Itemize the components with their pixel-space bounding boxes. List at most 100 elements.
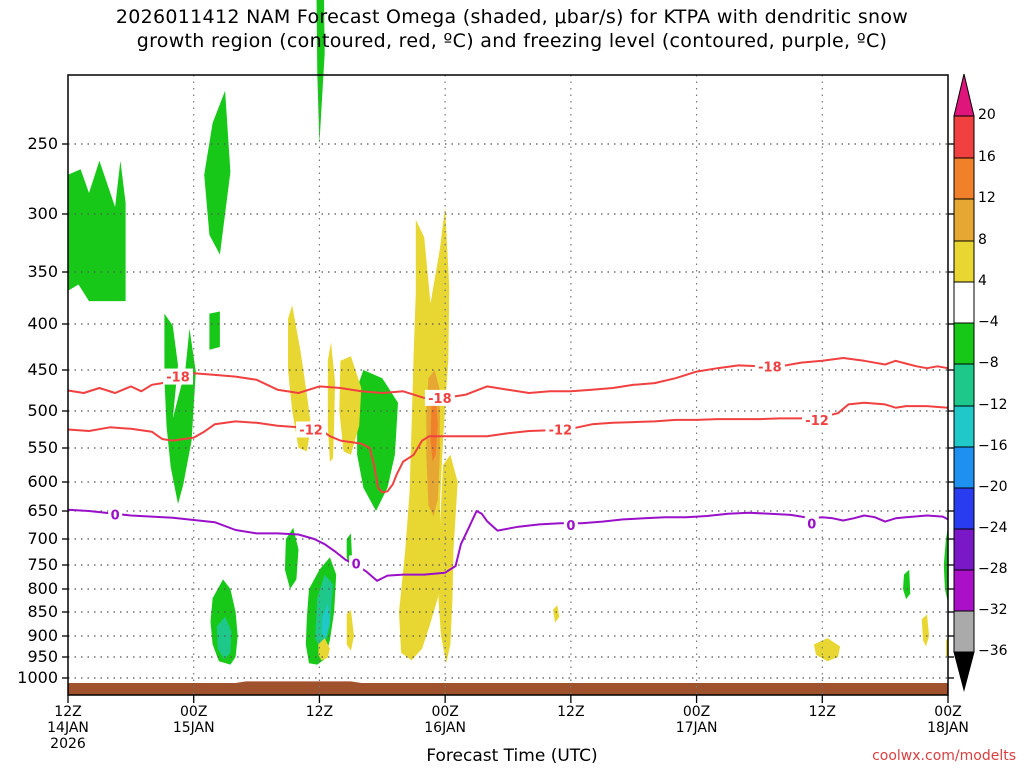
ground-surface <box>68 681 948 695</box>
y-tick-label: 250 <box>27 134 58 153</box>
colorbar <box>953 73 975 692</box>
colorbar-label: −36 <box>978 643 1008 659</box>
y-tick-label: 500 <box>27 401 58 420</box>
y-tick-label: 400 <box>27 314 58 333</box>
colorbar-bin <box>953 528 975 571</box>
contour-label-bg <box>296 421 327 438</box>
omega-region-4-16 <box>327 342 336 462</box>
x-tick-label-time: 12Z <box>808 704 836 720</box>
x-tick-label: 00Z 17JAN <box>662 704 732 736</box>
colorbar-label: −20 <box>978 479 1008 495</box>
colorbar-label: 12 <box>978 190 996 206</box>
colorbar-bin <box>953 446 975 489</box>
omega-region-4-17 <box>339 356 362 455</box>
omega-region-4-21 <box>318 638 330 661</box>
contour-line--18 <box>67 357 949 399</box>
y-tick-label: 950 <box>27 647 58 666</box>
plot-border <box>67 74 949 696</box>
y-tick-label: 850 <box>27 602 58 621</box>
colorbar-bin <box>953 363 975 407</box>
y-tick-label: 450 <box>27 360 58 379</box>
colorbar-bin <box>953 198 975 242</box>
contour-label-0: 0 <box>352 557 361 572</box>
x-tick-label-time: 12Z <box>305 704 334 720</box>
contour-label-bg <box>563 517 578 533</box>
contour-label-bg <box>802 411 833 428</box>
contour-label--18: -18 <box>758 360 782 375</box>
omega-region-4-24 <box>921 614 930 647</box>
colorbar-bin <box>953 115 975 159</box>
omega-region-4-20 <box>346 609 354 651</box>
contour-label-bg <box>804 515 819 532</box>
colorbar-label: 16 <box>978 149 996 165</box>
chart-title-line-2: growth region (contoured, red, ºC) and f… <box>136 30 888 52</box>
x-tick-label-year: 2026 <box>50 736 86 752</box>
contour-label--12: -12 <box>299 424 323 439</box>
contour-label-bg <box>163 368 193 385</box>
omega-region-4-15 <box>288 305 311 452</box>
colorbar-label: −24 <box>978 520 1008 536</box>
x-tick-label-time: 00Z <box>682 704 711 720</box>
colorbar-label: −12 <box>978 397 1008 413</box>
x-tick-label-date: 14JAN <box>47 720 89 736</box>
colorbar-cap-bottom <box>953 651 975 692</box>
y-tick-label: 600 <box>27 472 58 491</box>
gridlines <box>68 75 948 695</box>
x-tick-label: 00Z 16JAN <box>410 704 480 736</box>
omega-region--8-2 <box>164 313 196 504</box>
x-tick-label-time: 12Z <box>557 704 585 720</box>
x-tick-label-date: 17JAN <box>675 720 718 736</box>
contour-label--12: -12 <box>805 414 829 429</box>
contour-label-0: 0 <box>111 508 120 523</box>
omega-region--8-1 <box>204 90 231 255</box>
x-tick-label: 12Z <box>284 704 354 720</box>
contour-label-bg <box>349 555 364 572</box>
x-tick-label-time: 00Z <box>934 704 962 720</box>
colorbar-cap-top <box>953 73 975 117</box>
x-tick-label-date: 18JAN <box>927 720 969 736</box>
omega-region--8-5 <box>357 370 398 511</box>
colorbar-bin <box>953 610 975 653</box>
contour-label-bg <box>424 389 455 406</box>
x-tick-label-date: 15JAN <box>172 720 215 736</box>
x-tick-label: 00Z 15JAN <box>159 704 229 736</box>
y-tick-label: 650 <box>27 501 58 520</box>
x-tick-label-time: 00Z <box>431 704 459 720</box>
colorbar-label: −32 <box>978 602 1008 618</box>
y-tick-label: 350 <box>27 262 58 281</box>
chart-title-line-1: 2026011412 NAM Forecast Omega (shaded, μ… <box>115 6 909 28</box>
colorbar-label: 4 <box>978 273 987 289</box>
x-tick-label: 12Z <box>787 704 857 720</box>
credit-link[interactable]: coolwx.com/modelts <box>872 748 1016 764</box>
contour-label-bg <box>754 358 785 375</box>
colorbar-bin <box>953 569 975 612</box>
omega-region--16-14 <box>321 602 330 639</box>
y-tick-label: 1000 <box>17 668 58 687</box>
y-tick-label: 700 <box>27 529 58 548</box>
x-tick-label: 12Z 14JAN 2026 <box>33 704 103 752</box>
x-tick-label: 12Z <box>536 704 606 720</box>
colorbar-label: −8 <box>978 355 999 371</box>
colorbar-bin <box>953 281 975 324</box>
x-tick-label-time: 00Z <box>180 704 208 720</box>
plot-frame <box>67 74 949 696</box>
axis-ticks <box>62 143 954 703</box>
colorbar-bin <box>953 322 975 365</box>
colorbar-bin <box>953 405 975 448</box>
y-tick-label: 900 <box>27 626 58 645</box>
contour-label-0: 0 <box>807 517 816 532</box>
omega-region-4-22 <box>553 605 560 623</box>
colorbar-label: −28 <box>978 561 1008 577</box>
omega-region-4-18 <box>399 207 450 661</box>
x-tick-label-time: 12Z <box>54 704 82 720</box>
omega-region-4-23 <box>813 638 841 662</box>
omega-region--8-3 <box>209 311 220 350</box>
omega-region--8-4 <box>316 0 325 144</box>
omega-shading <box>68 0 948 665</box>
temperature-contours: -18 -18 -18 -12 -12 -12 0 0 0 0 <box>67 357 949 582</box>
x-tick-label: 00Z 18JAN <box>913 704 983 736</box>
contour-label--18: -18 <box>428 392 452 407</box>
omega-region--8-7 <box>284 527 299 589</box>
omega-region--8-0 <box>68 160 126 302</box>
contour-label-bg <box>545 421 576 438</box>
